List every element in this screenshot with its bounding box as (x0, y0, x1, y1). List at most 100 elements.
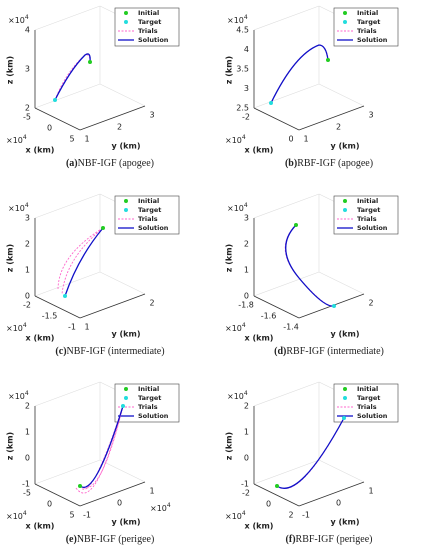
trajectory-e (75, 404, 125, 494)
multiplier-base: ×10 (8, 204, 25, 213)
multiplier-exponent: 4 (242, 510, 246, 517)
y-tick-label: 2 (117, 123, 122, 132)
caption-text: NBF-IGF (intermediate) (67, 346, 165, 357)
box-line (253, 83, 320, 109)
y-tick-label: 2 (336, 123, 341, 132)
legend-entry: Solution (138, 36, 169, 44)
y-tick-label: 2 (149, 299, 154, 308)
box-line (318, 459, 365, 483)
x-tick-label: -1.4 (283, 323, 299, 332)
multiplier-base: ×10 (8, 392, 25, 401)
axis-line (34, 295, 81, 319)
box-line (34, 271, 101, 297)
x-tick-label: -1.6 (261, 312, 277, 321)
axis-multiplier: ×104 (227, 202, 248, 213)
multiplier-base: ×10 (227, 204, 244, 213)
z-tick-label: 0 (25, 292, 30, 301)
y-axis-label: y (km) (331, 142, 360, 151)
z-tick-label: 2.5 (236, 104, 249, 113)
legend-symbol (343, 20, 347, 24)
legend-entry: Trials (357, 27, 377, 35)
trajectory-c (57, 226, 105, 298)
box-line (253, 5, 320, 31)
multiplier-exponent: 4 (23, 134, 27, 141)
box-line (99, 459, 146, 483)
x-axis-label: x (km) (26, 146, 55, 155)
x-tick-label: -1.8 (238, 301, 254, 310)
z-tick-label: 2 (244, 402, 249, 411)
trajectory-f (275, 416, 346, 489)
y-axis-label: y (km) (112, 518, 141, 527)
x-tick-label: -2 (23, 301, 31, 310)
legend-symbol (343, 396, 347, 400)
legend-entry: Target (138, 206, 161, 214)
axis-line (253, 107, 300, 131)
y-tick-label: 1 (84, 135, 89, 144)
multiplier-exponent: 4 (25, 390, 29, 397)
multiplier-exponent: 4 (244, 14, 248, 21)
x-tick-label: -5 (23, 113, 31, 122)
legend-symbol (124, 11, 128, 15)
axis-multiplier: ×104 (225, 322, 246, 333)
axis-multiplier: ×104 (8, 14, 29, 25)
legend-entry: Solution (138, 412, 169, 420)
y-tick-label: 1 (303, 135, 308, 144)
z-tick-label: 4 (244, 45, 249, 54)
z-tick-label: 1 (244, 428, 249, 437)
legend-entry: Initial (357, 385, 378, 393)
z-axis-label: z (km) (225, 56, 234, 84)
z-tick-label: 3.5 (236, 65, 249, 74)
z-tick-label: 1 (25, 428, 30, 437)
y-tick-label: 3 (149, 111, 154, 120)
legend-symbol (343, 199, 347, 203)
caption: (f)RBF-IGF (perigee) (286, 534, 373, 545)
x-tick-label: 0 (288, 135, 293, 144)
caption-label: (e) (66, 534, 77, 545)
x-tick-label: 0 (47, 124, 52, 133)
legend-entry: Solution (357, 224, 388, 232)
caption-text: NBF-IGF (perigee) (77, 534, 154, 545)
caption-label: (a) (66, 158, 78, 169)
trajectory-b (269, 44, 330, 105)
caption: (c)NBF-IGF (intermediate) (55, 346, 164, 357)
x-tick-label: 5 (69, 511, 74, 520)
legend-entry: Solution (138, 224, 169, 232)
axis-line (34, 107, 81, 131)
y-axis-label: y (km) (331, 330, 360, 339)
caption: (d)RBF-IGF (intermediate) (274, 346, 384, 357)
z-tick-label: 0 (25, 454, 30, 463)
y-tick-label: 1 (368, 487, 373, 496)
legend-entry: Solution (357, 412, 388, 420)
axis-line (79, 105, 146, 131)
z-axis-label: z (km) (225, 432, 234, 460)
z-tick-label: 2 (25, 402, 30, 411)
multiplier-exponent: 4 (244, 202, 248, 209)
legend-symbol (124, 199, 128, 203)
z-tick-label: 0 (244, 454, 249, 463)
axis-line (79, 293, 146, 319)
multiplier-base: ×10 (225, 512, 242, 521)
caption-label: (f) (286, 534, 296, 545)
box-line (253, 381, 320, 407)
axis-multiplier: ×104 (8, 390, 29, 401)
multiplier-base: ×10 (225, 136, 242, 145)
y-tick-label: -1 (302, 511, 310, 520)
legend-entry: Target (357, 18, 380, 26)
axis-multiplier: ×104 (150, 502, 171, 513)
multiplier-base: ×10 (225, 324, 242, 333)
axis-multiplier: ×104 (6, 134, 27, 145)
axis-line (34, 483, 81, 507)
legend-entry: Initial (357, 197, 378, 205)
multiplier-exponent: 4 (23, 322, 27, 329)
axis-line (298, 481, 365, 507)
x-tick-label: -5 (23, 489, 31, 498)
caption: (e)NBF-IGF (perigee) (66, 534, 155, 545)
z-axis-label: z (km) (6, 56, 15, 84)
x-axis-label: x (km) (245, 146, 274, 155)
axis-multiplier: ×104 (227, 14, 248, 25)
